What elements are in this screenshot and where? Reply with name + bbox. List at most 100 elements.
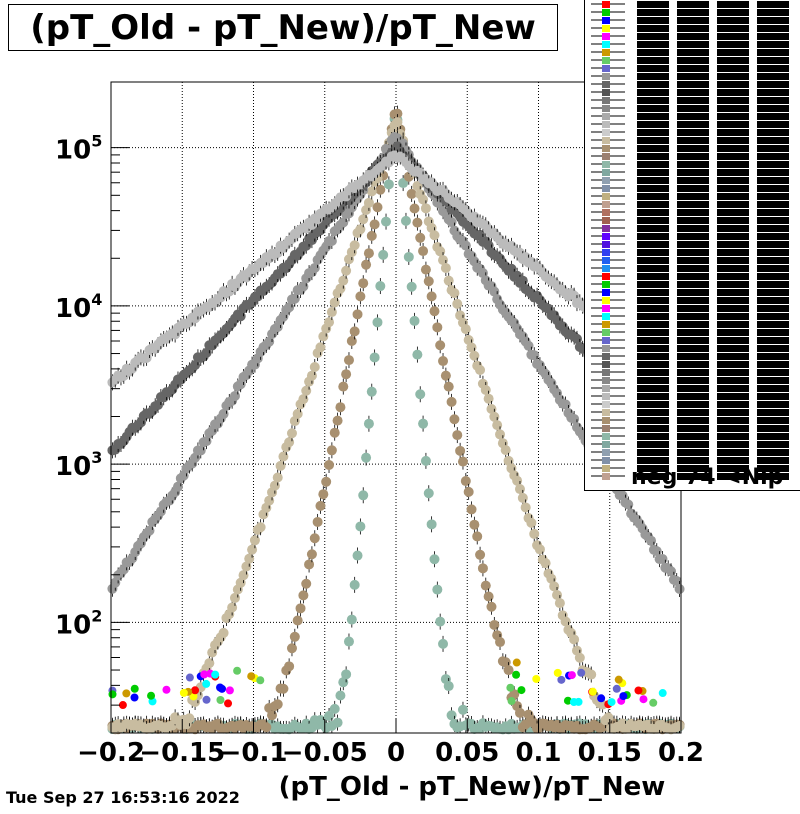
- legend-text-block: [677, 433, 709, 440]
- data-point: [224, 699, 233, 708]
- data-point: [335, 402, 346, 413]
- legend-text-block: [717, 33, 749, 40]
- data-point: [130, 684, 139, 693]
- legend-text-block: [637, 393, 669, 400]
- data-point: [639, 695, 648, 704]
- legend-text-block: [637, 329, 669, 336]
- legend-text-block: [677, 393, 709, 400]
- legend-text-block: [677, 185, 709, 192]
- legend-text-block: [677, 289, 709, 296]
- data-point: [489, 619, 500, 630]
- data-point: [512, 658, 521, 667]
- data-point: [569, 698, 578, 707]
- legend-text-block: [677, 97, 709, 104]
- data-point: [284, 661, 295, 672]
- data-point: [286, 643, 297, 654]
- legend-text-block: [637, 305, 669, 312]
- data-point: [523, 340, 534, 351]
- legend-text-block: [717, 425, 749, 432]
- legend-marker: [602, 377, 610, 384]
- legend-marker: [602, 289, 610, 296]
- legend-text-block: [677, 369, 709, 376]
- legend-marker: [602, 201, 610, 208]
- legend-marker: [602, 97, 610, 104]
- data-point: [403, 251, 414, 262]
- data-point: [309, 533, 320, 544]
- legend-text-block: [717, 169, 749, 176]
- legend-marker: [602, 25, 610, 32]
- legend-text-block: [677, 81, 709, 88]
- data-point: [346, 335, 357, 346]
- data-point: [540, 558, 551, 569]
- data-point: [446, 396, 457, 407]
- data-point: [289, 631, 300, 642]
- legend-marker: [602, 433, 610, 440]
- data-point: [483, 591, 494, 602]
- data-point: [225, 686, 234, 695]
- legend-text-block: [677, 217, 709, 224]
- data-point: [304, 559, 315, 570]
- legend-text-block: [677, 145, 709, 152]
- data-point: [560, 399, 571, 410]
- legend-text-block: [677, 313, 709, 320]
- legend-text-block: [757, 153, 789, 160]
- legend-text-block: [757, 313, 789, 320]
- data-point: [472, 531, 483, 542]
- data-point: [415, 232, 426, 243]
- legend-text-block: [717, 289, 749, 296]
- legend-marker: [602, 129, 610, 136]
- legend-text-block: [637, 417, 669, 424]
- y-axis-ticks: 102 103 104 105: [55, 132, 129, 734]
- data-point: [366, 230, 377, 241]
- legend-text-block: [757, 345, 789, 352]
- legend-text-block: [757, 337, 789, 344]
- legend-text-block: [637, 161, 669, 168]
- legend-text-block: [757, 265, 789, 272]
- data-point: [452, 430, 463, 441]
- data-point: [597, 694, 606, 703]
- legend-text-block: [677, 257, 709, 264]
- legend-text-block: [677, 41, 709, 48]
- legend-text-block: [677, 457, 709, 464]
- data-point: [375, 281, 386, 292]
- legend-text-block: [717, 465, 749, 472]
- legend-marker: [602, 417, 610, 424]
- data-point: [674, 720, 685, 731]
- legend-text-block: [677, 441, 709, 448]
- data-point: [238, 570, 249, 581]
- legend-text-block: [637, 201, 669, 208]
- data-point: [298, 590, 309, 601]
- legend-text-block: [717, 337, 749, 344]
- data-point: [363, 418, 374, 429]
- data-point: [553, 668, 562, 677]
- x-tick-label: −0.05: [282, 738, 368, 768]
- legend-text-block: [757, 209, 789, 216]
- legend-text-block: [757, 369, 789, 376]
- data-point: [249, 535, 260, 546]
- legend-text-block: [717, 25, 749, 32]
- legend-text-block: [717, 217, 749, 224]
- legend-text-block: [717, 121, 749, 128]
- legend-text-block: [677, 89, 709, 96]
- data-point: [184, 713, 195, 724]
- legend-marker: [602, 177, 610, 184]
- data-point: [657, 553, 668, 564]
- data-point: [286, 428, 297, 439]
- legend-text-block: [637, 137, 669, 144]
- data-point: [162, 685, 171, 694]
- data-point: [108, 690, 117, 699]
- legend-text-block: [757, 49, 789, 56]
- legend-text-block: [677, 361, 709, 368]
- legend-text-block: [637, 33, 669, 40]
- data-point: [495, 429, 506, 440]
- legend-text-block: [637, 289, 669, 296]
- data-point: [301, 385, 312, 396]
- data-point: [406, 188, 417, 199]
- data-point: [506, 683, 515, 692]
- legend-text-block: [677, 153, 709, 160]
- legend-text-block: [757, 129, 789, 136]
- legend-text-block: [757, 281, 789, 288]
- legend-text-block: [717, 393, 749, 400]
- legend-text-block: [717, 473, 749, 480]
- legend-text-block: [677, 297, 709, 304]
